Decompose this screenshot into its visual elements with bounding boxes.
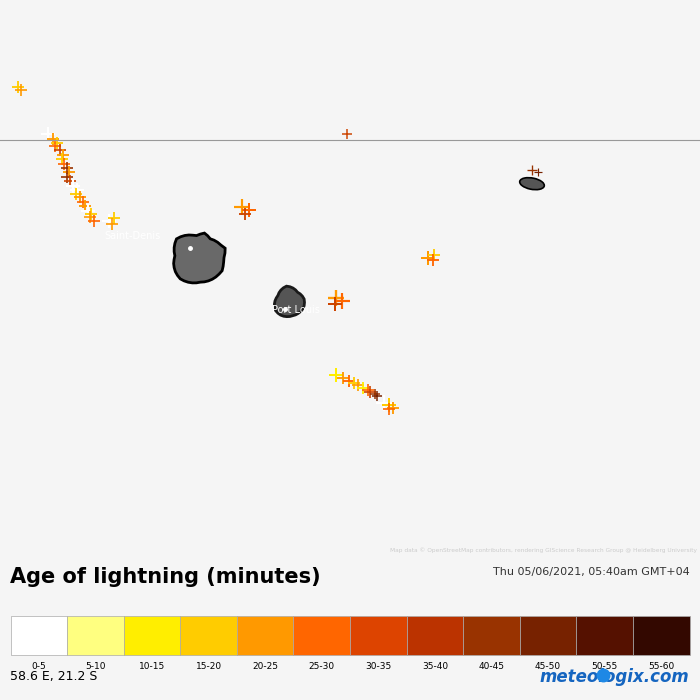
Text: Port Louis: Port Louis xyxy=(272,305,319,315)
Text: Map data © OpenStreetMap contributors, rendering GIScience Research Group @ Heid: Map data © OpenStreetMap contributors, r… xyxy=(389,547,696,553)
Bar xyxy=(633,616,690,655)
Bar xyxy=(67,616,124,655)
Bar xyxy=(293,616,350,655)
Ellipse shape xyxy=(519,178,545,190)
Bar xyxy=(10,616,67,655)
Bar xyxy=(237,616,293,655)
Text: 35-40: 35-40 xyxy=(422,662,448,671)
Polygon shape xyxy=(174,233,225,283)
Text: 45-50: 45-50 xyxy=(535,662,561,671)
Text: 58.6 E, 21.2 S: 58.6 E, 21.2 S xyxy=(10,670,98,683)
Text: 25-30: 25-30 xyxy=(309,662,335,671)
Bar xyxy=(350,616,407,655)
Text: 5-10: 5-10 xyxy=(85,662,106,671)
Bar xyxy=(576,616,633,655)
Text: Thu 05/06/2021, 05:40am GMT+04: Thu 05/06/2021, 05:40am GMT+04 xyxy=(493,567,690,577)
Bar xyxy=(519,616,576,655)
Bar xyxy=(124,616,180,655)
Text: Saint-Denis: Saint-Denis xyxy=(105,231,161,241)
Text: 30-35: 30-35 xyxy=(365,662,391,671)
Text: 50-55: 50-55 xyxy=(592,662,617,671)
Text: 20-25: 20-25 xyxy=(252,662,278,671)
Text: 40-45: 40-45 xyxy=(479,662,505,671)
Polygon shape xyxy=(274,286,304,316)
Text: 10-15: 10-15 xyxy=(139,662,165,671)
Text: 0-5: 0-5 xyxy=(32,662,46,671)
Bar xyxy=(407,616,463,655)
Text: meteologix.com: meteologix.com xyxy=(540,668,690,686)
Bar xyxy=(181,616,237,655)
Text: Age of lightning (minutes): Age of lightning (minutes) xyxy=(10,567,321,587)
Text: 15-20: 15-20 xyxy=(195,662,222,671)
Bar xyxy=(463,616,519,655)
Text: 55-60: 55-60 xyxy=(648,662,674,671)
